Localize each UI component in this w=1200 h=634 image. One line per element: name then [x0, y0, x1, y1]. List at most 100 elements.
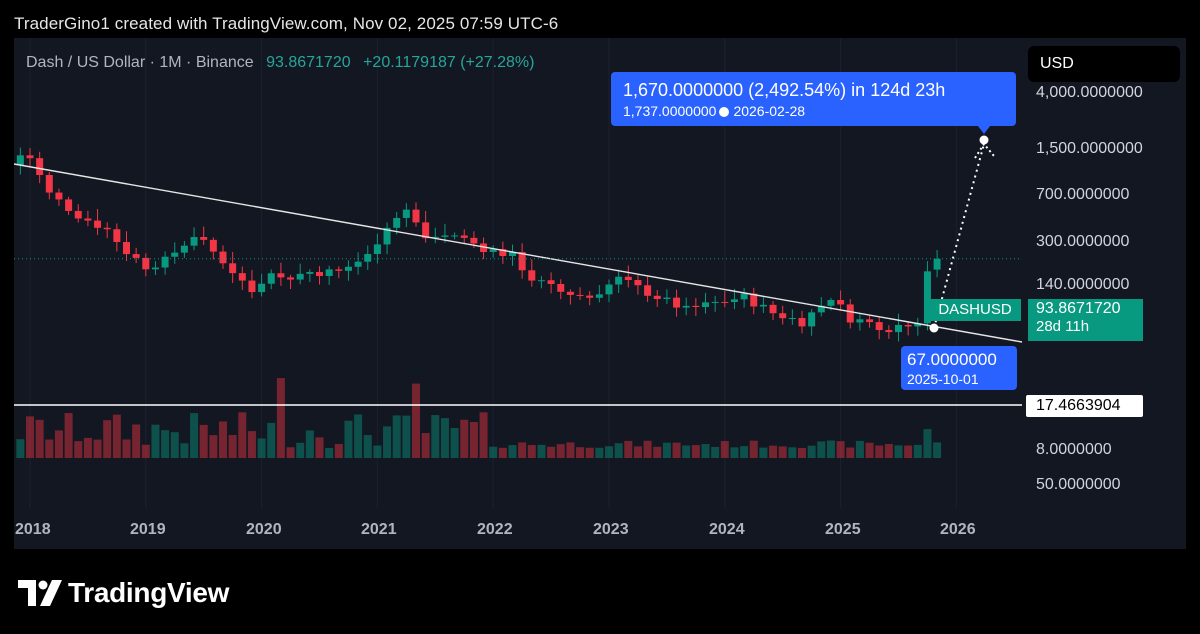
price-axis-label: 50.0000000: [1036, 476, 1121, 493]
volume-bar: [508, 445, 517, 458]
symbol-tag: DASHUSD: [929, 299, 1021, 321]
candle-body: [383, 227, 391, 245]
symbol-price: 93.8671720: [266, 54, 351, 71]
time-axis-label: 2021: [361, 521, 397, 538]
volume-bar: [556, 444, 565, 458]
volume-bar: [923, 429, 932, 458]
volume-bar: [247, 431, 256, 458]
volume-bar: [112, 414, 121, 458]
candle-body: [65, 199, 73, 211]
volume-bar: [238, 412, 247, 458]
volume-bar: [662, 442, 671, 458]
volume-bar: [103, 420, 112, 458]
candle-body: [605, 284, 613, 295]
volume-bar: [595, 447, 604, 458]
candle-body: [123, 242, 130, 255]
volume-bar: [199, 424, 208, 458]
candle-body: [277, 273, 285, 278]
volume-bar: [894, 445, 903, 458]
last-price-tag: 93.8671720 28d 11h: [1028, 299, 1143, 341]
last-price: 93.8671720: [1036, 300, 1121, 317]
symbol-change: +20.1179187 (+27.28%): [363, 54, 535, 71]
start-point-label[interactable]: 67.0000000 2025-10-01: [901, 346, 1017, 390]
volume-bar: [219, 421, 227, 458]
volume-bar: [624, 440, 633, 458]
projection-label[interactable]: 1,670.0000000 (2,492.54%) in 124d 23h 1,…: [611, 72, 1016, 126]
candle-body: [431, 236, 439, 239]
bar-countdown: 28d 11h: [1036, 318, 1090, 335]
volume-bar: [740, 446, 749, 458]
candle-body: [856, 319, 864, 323]
time-axis-label: 2018: [15, 521, 51, 538]
volume-bar: [836, 441, 845, 458]
candle-body: [576, 294, 584, 296]
candle-body: [846, 304, 854, 323]
candle-body: [480, 243, 488, 252]
volume-bar: [682, 445, 691, 458]
candle-body: [837, 300, 845, 305]
volume-bar: [276, 378, 285, 458]
volume-bar: [826, 440, 835, 458]
candle-body: [287, 277, 295, 280]
volume-bar: [170, 432, 179, 458]
volume-bar: [749, 440, 758, 458]
candle-body: [634, 279, 642, 286]
volume-bar: [354, 414, 363, 458]
candle-body: [528, 270, 536, 281]
volume-bar: [614, 443, 623, 458]
volume-bar: [884, 444, 893, 458]
time-axis-label: 2025: [825, 521, 861, 538]
candle-body: [644, 285, 652, 296]
candle-body: [161, 256, 169, 268]
candle-body: [769, 304, 777, 314]
volume-bar: [64, 413, 73, 458]
candle-body: [759, 304, 767, 307]
volume-bar: [605, 446, 613, 458]
candle-body: [682, 305, 690, 308]
candle-body: [142, 257, 150, 270]
volume-bar: [296, 442, 305, 458]
candle-body: [673, 297, 681, 308]
candle-body: [45, 175, 53, 193]
candle-body: [730, 299, 738, 303]
volume-bar: [585, 447, 594, 458]
volume-bar: [45, 439, 54, 458]
volume-bar: [122, 439, 131, 458]
time-axis-label: 2020: [246, 521, 282, 538]
candle-body: [441, 235, 449, 237]
candle-body: [248, 280, 256, 293]
candle-body: [595, 294, 603, 298]
volume-bar: [54, 430, 63, 458]
start-point-date: 2025-10-01: [907, 371, 979, 387]
candle-body: [229, 263, 237, 274]
volume-bar: [383, 426, 392, 458]
volume-bar: [228, 435, 237, 458]
volume-bar: [431, 415, 440, 458]
candle-body: [402, 209, 410, 218]
candle-body: [489, 249, 497, 252]
volume-bar: [720, 441, 729, 458]
candle-body: [904, 324, 912, 327]
candle-body: [316, 271, 323, 276]
volume-bar: [141, 444, 150, 458]
volume-bar: [855, 440, 864, 458]
volume-bar: [334, 444, 343, 458]
currency-button[interactable]: USD: [1028, 46, 1180, 82]
chart-canvas[interactable]: [14, 38, 1186, 549]
volume-bar: [363, 435, 372, 458]
candle-body: [547, 280, 555, 284]
candle-body: [711, 301, 719, 303]
candle-body: [827, 300, 835, 306]
candle-body: [335, 269, 343, 271]
volume-bar: [518, 442, 527, 458]
volume-bar: [653, 446, 662, 458]
volume-bar: [344, 420, 353, 458]
support-level-tag: 17.4663904: [1026, 395, 1143, 417]
volume-bar: [489, 446, 498, 458]
candle-body: [788, 317, 796, 319]
volume-bar: [798, 447, 806, 458]
chart-pane[interactable]: Dash / US Dollar · 1M · Binance 93.86717…: [14, 38, 1186, 549]
volume-bar: [402, 415, 411, 458]
volume-bar: [83, 437, 92, 458]
tradingview-logo[interactable]: TradingView: [18, 576, 229, 610]
